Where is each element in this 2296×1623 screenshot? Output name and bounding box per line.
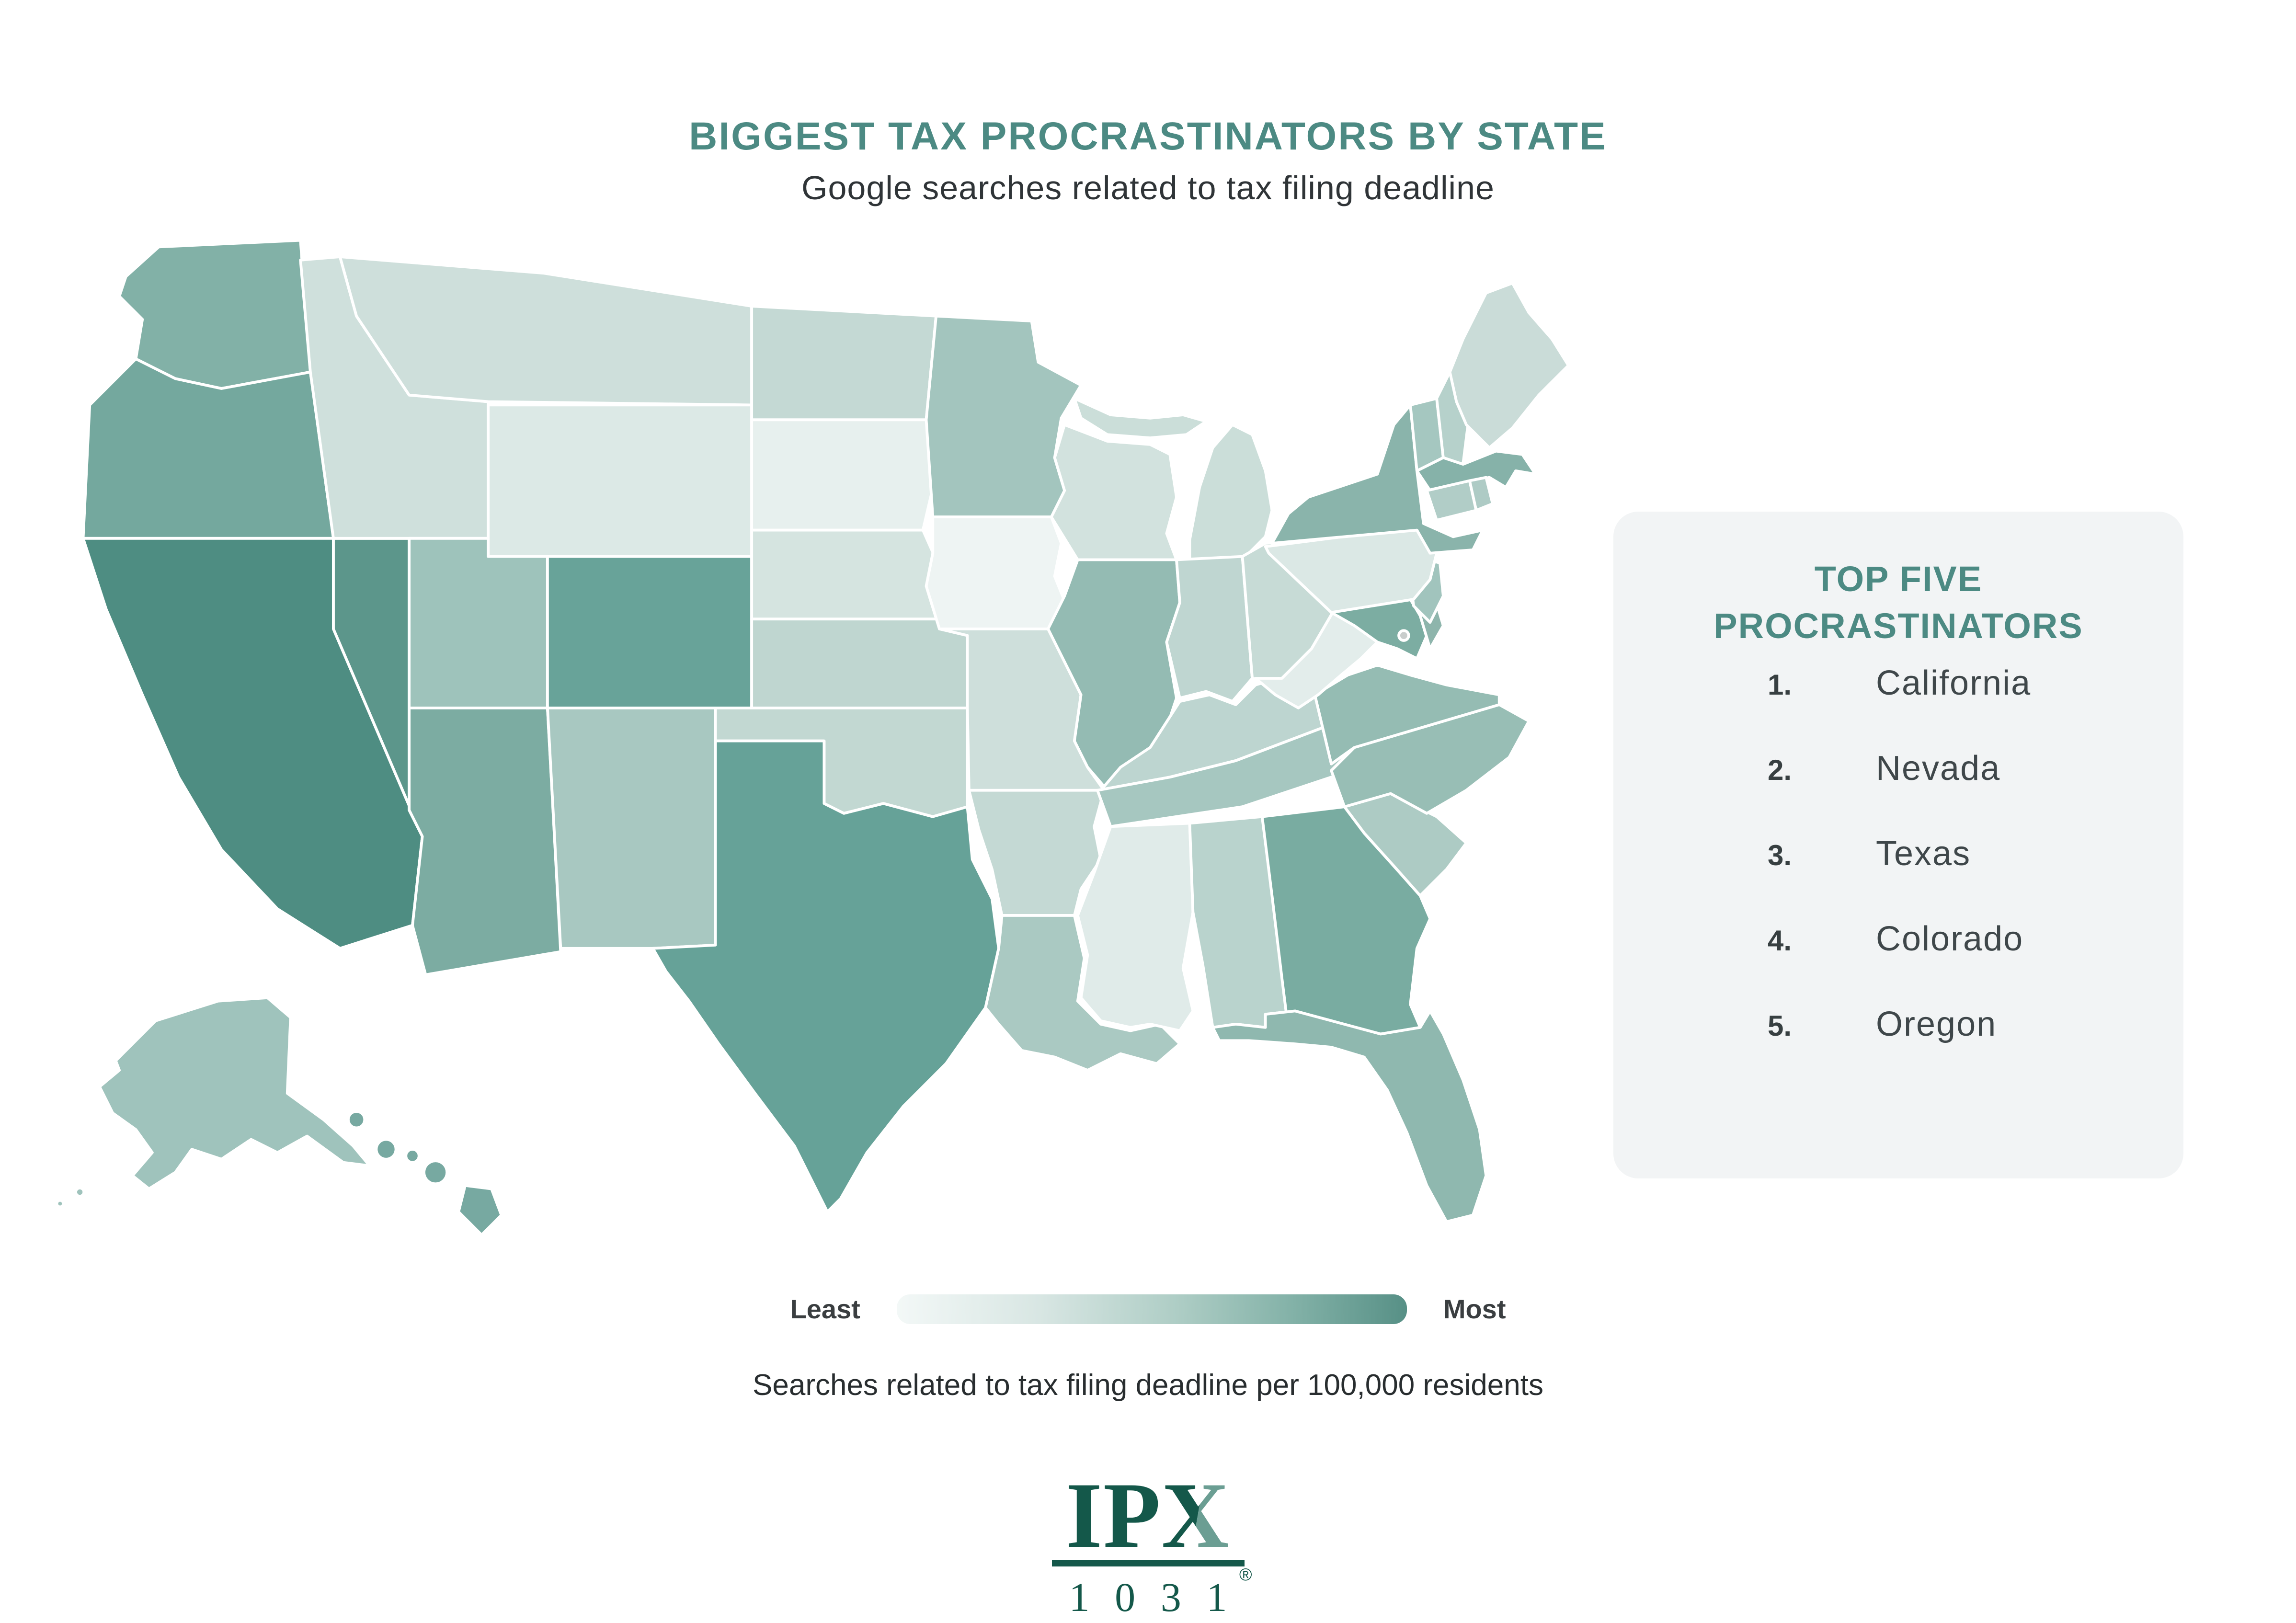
state-north-dakota: [750, 305, 938, 422]
state-wisconsin: [1050, 423, 1178, 561]
hawaii-island-oahu: [375, 1138, 398, 1161]
registered-trademark-icon: ®: [1239, 1564, 1252, 1584]
state-indiana: [1165, 555, 1254, 703]
top-five-item: 2. Nevada: [1613, 749, 2183, 834]
state-south-dakota: [750, 418, 938, 532]
top-five-item: 5. Oregon: [1613, 1005, 2183, 1090]
item-rank: 2.: [1768, 754, 1792, 787]
logo-digit: 0: [1115, 1574, 1136, 1620]
state-virginia: [1313, 663, 1501, 766]
state-kansas: [750, 617, 969, 709]
logo-digit: 1: [1069, 1574, 1090, 1620]
hawaii-island-kauai: [347, 1110, 366, 1130]
state-west-virginia: [1254, 607, 1379, 709]
state-alaska: [98, 996, 371, 1190]
top-five-item: 4. Colorado: [1613, 919, 2183, 1005]
top-five-list: 1. California 2. Nevada 3. Texas 4. Colo…: [1613, 663, 2183, 1090]
top-five-title-line1: TOP FIVE: [1814, 559, 1983, 599]
state-montana: [338, 255, 754, 407]
state-mississippi: [1076, 822, 1195, 1032]
state-michigan-upper-peninsula: [1073, 397, 1208, 440]
logo-ipx-wordmark: IPX: [1066, 1469, 1231, 1563]
item-rank: 5.: [1768, 1010, 1792, 1042]
state-oregon: [81, 357, 335, 540]
state-arkansas: [967, 789, 1106, 917]
top-five-panel-title: TOP FIVE PROCRASTINATORS: [1613, 556, 2183, 649]
item-rank: 1.: [1768, 669, 1792, 701]
top-five-item: 3. Texas: [1613, 834, 2183, 919]
legend-least-label: Least: [790, 1294, 860, 1324]
map-states: [55, 239, 1570, 1236]
ipx1031-logo: IPX 1 0 3 1 ®: [0, 1469, 2296, 1621]
logo-ip-letters: IP: [1065, 1463, 1162, 1567]
state-texas: [651, 739, 1000, 1213]
state-maine: [1448, 282, 1570, 449]
state-rhode-island: [1468, 476, 1494, 512]
us-choropleth-map: [55, 239, 1570, 1236]
page-subtitle: Google searches related to tax filing de…: [801, 169, 1495, 206]
item-state: California: [1876, 664, 2032, 703]
state-district-of-columbia: [1397, 629, 1410, 642]
state-iowa: [925, 515, 1070, 630]
hawaii-island-molokai: [404, 1148, 421, 1164]
item-rank: 3.: [1768, 839, 1792, 872]
state-arizona: [408, 706, 562, 976]
item-rank: 4.: [1768, 925, 1792, 957]
state-new-york: [1270, 403, 1485, 555]
logo-rule: [1051, 1560, 1245, 1566]
logo-digit: 3: [1160, 1574, 1181, 1620]
legend-most-label: Most: [1443, 1294, 1506, 1324]
map-legend: Least Most: [0, 1293, 2296, 1325]
logo-x-letter: X: [1161, 1463, 1231, 1567]
legend-gradient-bar: [896, 1294, 1407, 1324]
state-new-mexico: [546, 706, 717, 950]
item-state: Nevada: [1876, 749, 2001, 788]
state-louisiana: [984, 914, 1181, 1072]
top-five-item: 1. California: [1613, 663, 2183, 749]
logo-digit: 1: [1206, 1574, 1227, 1620]
top-five-panel: TOP FIVE PROCRASTINATORS 1. California 2…: [1613, 512, 2183, 1178]
page-title: BIGGEST TAX PROCRASTINATORS BY STATE: [689, 114, 1607, 158]
hawaii-island-maui: [423, 1159, 449, 1186]
logo-1031-digits: 1 0 3 1 ®: [1069, 1565, 1252, 1621]
hawaii-island-big-island: [457, 1184, 503, 1236]
alaska-aleutian-island: [74, 1186, 86, 1198]
state-wyoming: [487, 403, 754, 558]
state-minnesota: [925, 314, 1083, 519]
state-florida: [1211, 1009, 1488, 1223]
state-utah: [408, 537, 549, 709]
item-state: Oregon: [1876, 1005, 1997, 1044]
item-state: Colorado: [1876, 920, 2024, 959]
alaska-aleutian-island: [55, 1199, 65, 1209]
item-state: Texas: [1876, 834, 1971, 873]
state-colorado: [546, 555, 754, 709]
top-five-title-line2: PROCRASTINATORS: [1713, 606, 2083, 646]
state-michigan: [1188, 423, 1274, 561]
legend-caption: Searches related to tax filing deadline …: [753, 1369, 1543, 1402]
